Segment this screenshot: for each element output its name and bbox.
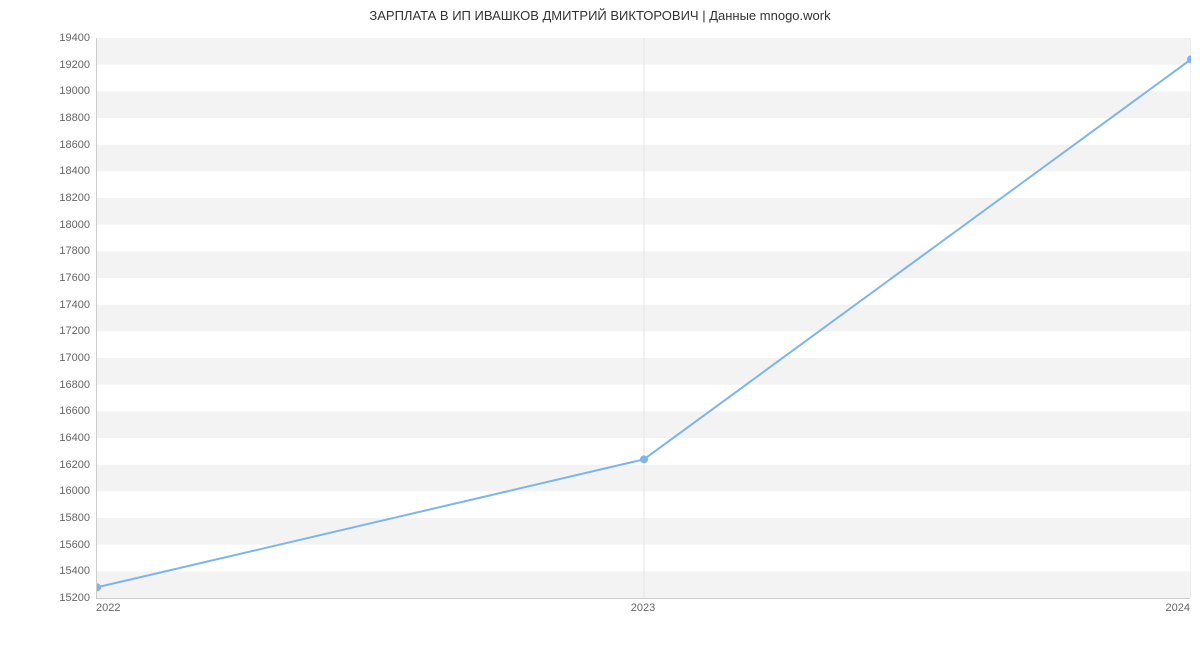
y-tick-label: 18000: [59, 219, 90, 231]
chart-title: ЗАРПЛАТА В ИП ИВАШКОВ ДМИТРИЙ ВИКТОРОВИЧ…: [0, 8, 1200, 23]
y-tick-label: 17000: [59, 352, 90, 364]
y-tick-label: 15400: [59, 565, 90, 577]
x-tick-label: 2022: [96, 602, 120, 614]
y-tick-label: 16000: [59, 485, 90, 497]
y-tick-label: 15200: [59, 592, 90, 604]
y-axis-labels: 1520015400156001580016000162001640016600…: [0, 38, 90, 598]
data-point[interactable]: [640, 455, 648, 463]
salary-line-chart: ЗАРПЛАТА В ИП ИВАШКОВ ДМИТРИЙ ВИКТОРОВИЧ…: [0, 0, 1200, 650]
y-tick-label: 19000: [59, 85, 90, 97]
x-tick-label: 2024: [1166, 602, 1190, 614]
x-axis-line: [96, 598, 1190, 599]
y-tick-label: 16800: [59, 379, 90, 391]
y-tick-label: 15800: [59, 512, 90, 524]
y-tick-label: 16600: [59, 405, 90, 417]
x-tick-label: 2023: [631, 602, 655, 614]
plot-area: [96, 38, 1191, 598]
y-tick-label: 17600: [59, 272, 90, 284]
y-tick-label: 18600: [59, 139, 90, 151]
y-tick-label: 18200: [59, 192, 90, 204]
y-tick-label: 18400: [59, 165, 90, 177]
y-tick-label: 16200: [59, 459, 90, 471]
y-tick-label: 17800: [59, 245, 90, 257]
y-tick-label: 17400: [59, 299, 90, 311]
plot-svg: [97, 38, 1191, 598]
x-axis-labels: 2022 2023 2024: [96, 600, 1190, 620]
y-tick-label: 17200: [59, 325, 90, 337]
y-tick-label: 19400: [59, 32, 90, 44]
y-tick-label: 18800: [59, 112, 90, 124]
y-tick-label: 19200: [59, 59, 90, 71]
y-tick-label: 16400: [59, 432, 90, 444]
y-tick-label: 15600: [59, 539, 90, 551]
